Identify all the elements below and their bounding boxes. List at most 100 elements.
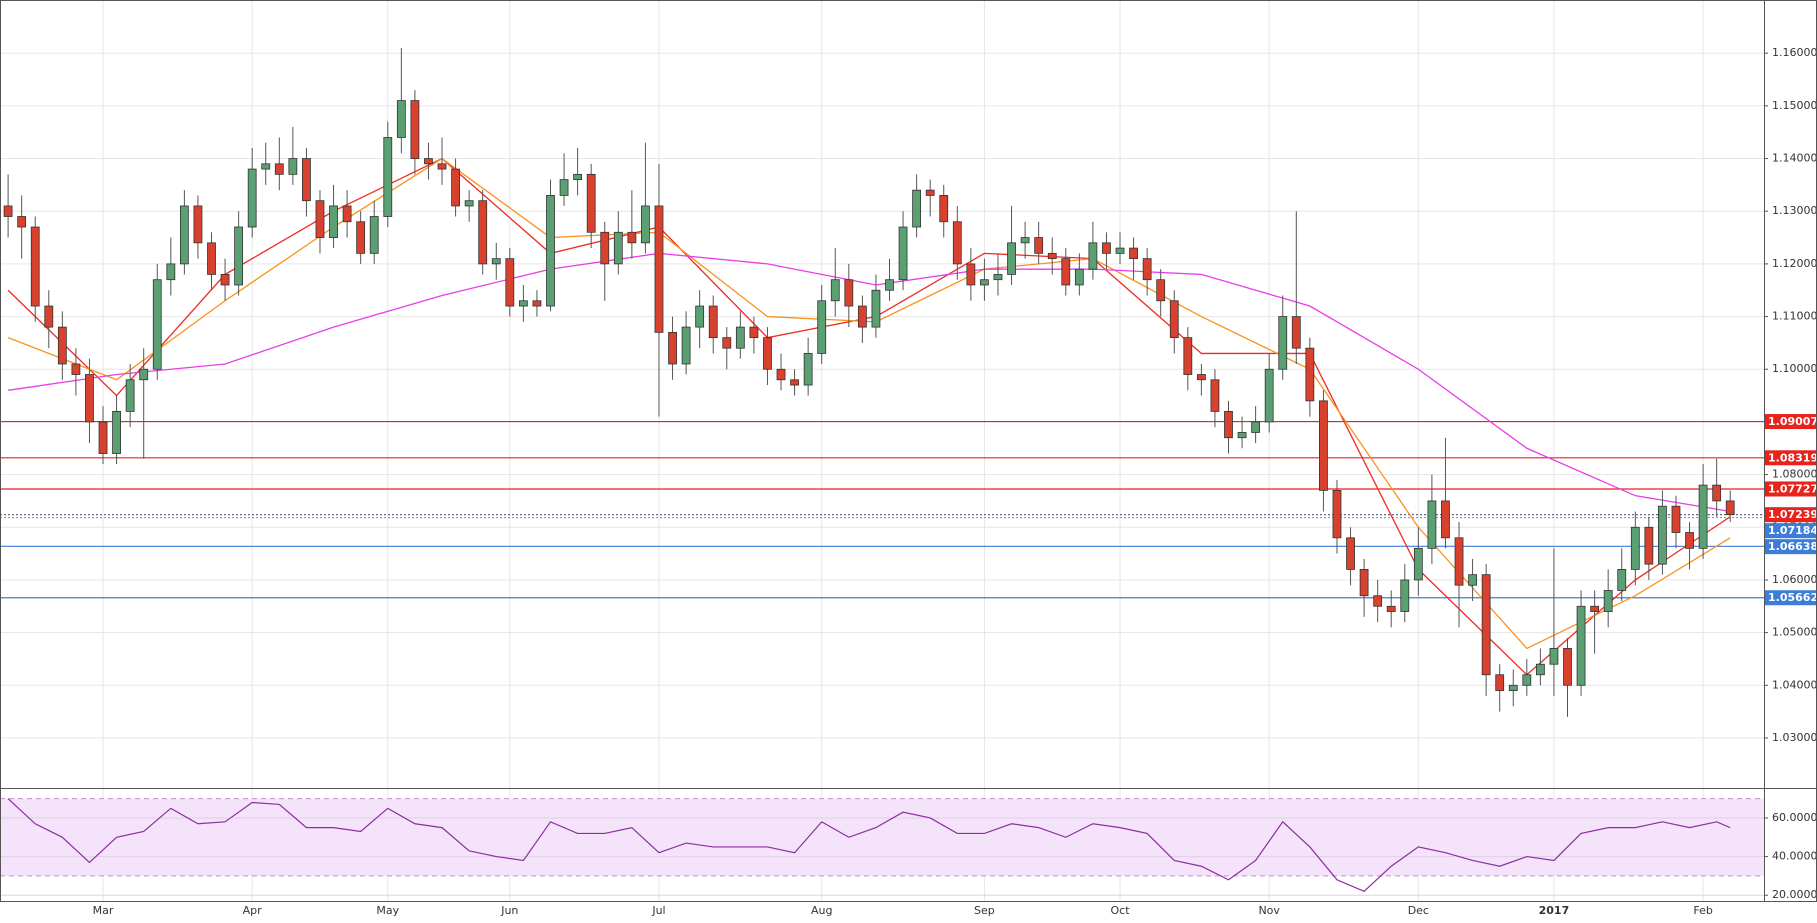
candle-body [71,363,81,375]
candle-body [1319,400,1328,491]
candle-body [1359,569,1369,597]
candle-body [1508,684,1518,691]
candle-body [1224,410,1233,439]
candle-body [803,353,813,386]
candle-body [166,263,176,281]
candle-body [1169,300,1179,339]
level-label: 1.07184 [1768,524,1817,537]
candle-body [1481,574,1491,676]
rsi-band [0,798,1764,876]
candle-body [1563,648,1572,686]
candle-body [302,158,311,202]
candle-body [898,226,908,281]
candle-body [1196,374,1206,381]
level-label-box [1765,539,1817,555]
candle-body [1725,500,1735,516]
candle-body [1386,605,1396,612]
x-tick-label: 2017 [1539,904,1570,917]
level-label-box [1765,414,1817,430]
level-label-box [1765,450,1817,466]
candle-body [1251,421,1261,433]
candle-body [885,279,894,291]
x-tick-label: May [376,904,399,917]
candle-body [315,200,325,238]
candle-body [830,279,840,302]
candle-body [44,305,54,328]
candle-body [383,137,393,217]
candle-body [708,305,718,339]
candle-body [437,163,447,170]
candle-body [288,158,298,175]
y-tick-label: 1.12000 [1772,257,1817,270]
candle-body [939,195,949,223]
y-tick-label: 20.0000 [1772,888,1817,901]
candle-body [1576,605,1586,686]
candle-body [980,279,989,286]
candle-body [763,337,772,370]
level-label: 1.08319 [1768,451,1817,464]
candle-body [1495,674,1505,691]
candle-body [1278,316,1288,370]
candle-body [654,205,664,333]
y-tick-label: 1.16000 [1772,46,1817,59]
candle-body [220,274,230,286]
candle-body [532,300,542,307]
candle-body [3,205,13,217]
candle-body [600,231,610,265]
x-tick-label: Jul [651,904,665,917]
y-tick-label: 1.04000 [1772,678,1817,691]
level-label: 1.07239 [1768,508,1817,521]
y-tick-label: 60.0000 [1772,811,1817,824]
candle-body [1535,663,1545,676]
y-tick-label: 40.0000 [1772,850,1817,863]
candle-body [776,368,786,381]
level-label-box [1765,507,1817,523]
candle-body [1047,252,1057,260]
level-label: 1.06638 [1768,540,1817,553]
candle-body [1413,547,1423,581]
candle-body [179,205,189,265]
candle-body [1264,368,1274,423]
candle-body [722,337,732,349]
x-tick-label: Mar [93,904,114,917]
candle-body [817,300,827,354]
candle-body [1007,242,1016,275]
candle-body [518,300,528,307]
candle-body [681,326,691,365]
candle-body [790,379,799,386]
candle-body [1332,489,1342,539]
candle-body [1617,569,1627,591]
candle-body [478,200,488,265]
candle-body [749,326,759,339]
candle-body [695,305,705,328]
candle-body [573,173,583,181]
level-label-box [1765,590,1817,606]
candle-body [112,410,121,454]
candle-body [627,231,637,244]
x-tick-label: Nov [1258,904,1280,917]
candle-body [871,289,881,328]
candle-body [1183,337,1193,375]
candle-body [369,216,379,254]
candle-body [1020,237,1030,244]
candle-body [844,279,854,307]
candle-body [1603,590,1613,612]
candle-body [98,421,108,454]
x-tick-label: Oct [1111,904,1131,917]
moving-average [8,252,1731,513]
candle-body [1522,674,1532,686]
x-tick-label: Aug [811,904,832,917]
frame [0,0,1817,902]
candle-body [207,242,216,275]
candle-body [1698,484,1708,549]
candle-body [925,189,935,196]
candle-body [152,279,162,370]
y-tick-label: 1.13000 [1772,204,1817,217]
candle-body [1644,526,1654,565]
candle-body [30,226,40,307]
candle-body [17,216,27,228]
candle-body [1061,258,1071,286]
candle-body [57,326,67,365]
rsi-line [7,798,1731,893]
